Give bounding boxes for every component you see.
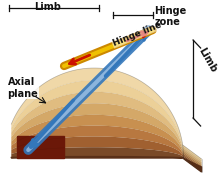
Polygon shape <box>183 156 202 172</box>
Text: Limb: Limb <box>196 46 218 74</box>
Polygon shape <box>11 126 184 158</box>
Polygon shape <box>183 148 202 164</box>
Polygon shape <box>183 150 202 166</box>
Polygon shape <box>183 153 202 169</box>
Polygon shape <box>183 155 202 171</box>
Polygon shape <box>17 136 64 158</box>
Polygon shape <box>183 158 202 172</box>
Polygon shape <box>11 68 184 158</box>
Polygon shape <box>11 92 184 158</box>
Text: Hinge
zone: Hinge zone <box>154 6 187 27</box>
Polygon shape <box>183 145 202 161</box>
Polygon shape <box>11 147 184 158</box>
Polygon shape <box>183 152 202 167</box>
Text: Axial
plane: Axial plane <box>7 77 38 99</box>
Polygon shape <box>11 115 184 158</box>
Polygon shape <box>183 147 202 162</box>
Text: Limb: Limb <box>34 2 60 12</box>
Polygon shape <box>11 80 184 158</box>
Polygon shape <box>11 103 184 158</box>
Text: Hinge line: Hinge line <box>111 20 163 48</box>
Polygon shape <box>11 136 184 158</box>
Polygon shape <box>11 157 183 158</box>
